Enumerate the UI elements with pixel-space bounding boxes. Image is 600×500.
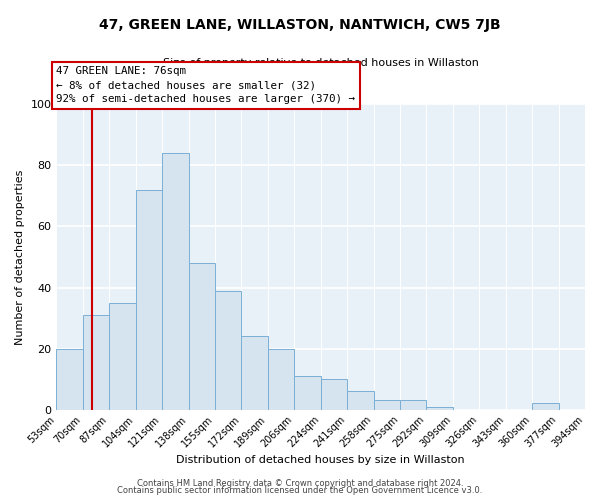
Text: Contains HM Land Registry data © Crown copyright and database right 2024.: Contains HM Land Registry data © Crown c… [137,478,463,488]
Bar [268,348,294,410]
Bar [215,290,241,410]
Title: Size of property relative to detached houses in Willaston: Size of property relative to detached ho… [163,58,479,68]
Text: Contains public sector information licensed under the Open Government Licence v3: Contains public sector information licen… [118,486,482,495]
Bar [374,400,400,409]
Bar [136,190,162,410]
Bar [400,400,427,409]
Bar [321,379,347,410]
Bar [56,348,83,410]
Bar [188,263,215,410]
Bar [109,303,136,410]
Bar [427,406,453,410]
Bar [162,153,188,409]
Y-axis label: Number of detached properties: Number of detached properties [15,170,25,344]
Bar [83,315,109,410]
X-axis label: Distribution of detached houses by size in Willaston: Distribution of detached houses by size … [176,455,465,465]
Text: 47, GREEN LANE, WILLASTON, NANTWICH, CW5 7JB: 47, GREEN LANE, WILLASTON, NANTWICH, CW5… [99,18,501,32]
Text: 47 GREEN LANE: 76sqm
← 8% of detached houses are smaller (32)
92% of semi-detach: 47 GREEN LANE: 76sqm ← 8% of detached ho… [56,66,355,104]
Bar [294,376,321,410]
Bar [532,404,559,409]
Bar [347,392,374,409]
Bar [241,336,268,409]
